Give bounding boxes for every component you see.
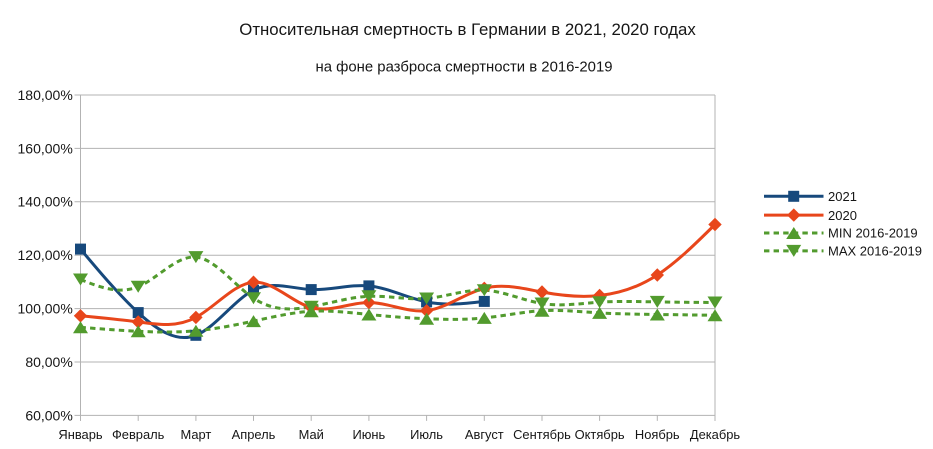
svg-text:180,00%: 180,00% [18, 87, 73, 103]
svg-text:MIN 2016-2019: MIN 2016-2019 [828, 226, 918, 241]
svg-text:на фоне разброса смертности в: на фоне разброса смертности в 2016-2019 [315, 59, 612, 75]
svg-text:2021: 2021 [828, 189, 857, 204]
svg-text:Июль: Июль [410, 427, 443, 442]
svg-text:Февраль: Февраль [112, 427, 165, 442]
svg-text:120,00%: 120,00% [18, 247, 73, 263]
svg-text:Апрель: Апрель [232, 427, 276, 442]
svg-text:Май: Май [299, 427, 324, 442]
svg-text:Январь: Январь [58, 427, 102, 442]
svg-text:MAX 2016-2019: MAX 2016-2019 [828, 244, 922, 259]
svg-text:Март: Март [180, 427, 211, 442]
svg-text:2020: 2020 [828, 208, 857, 223]
svg-text:60,00%: 60,00% [25, 407, 72, 423]
svg-text:Ноябрь: Ноябрь [635, 427, 680, 442]
svg-text:100,00%: 100,00% [18, 301, 73, 317]
svg-text:80,00%: 80,00% [25, 354, 72, 370]
svg-text:Относительная смертность в Гер: Относительная смертность в Германии в 20… [239, 20, 696, 39]
svg-text:Июнь: Июнь [353, 427, 386, 442]
svg-text:Октябрь: Октябрь [575, 427, 625, 442]
svg-text:Декабрь: Декабрь [690, 427, 741, 442]
svg-text:Август: Август [465, 427, 504, 442]
svg-text:140,00%: 140,00% [18, 194, 73, 210]
svg-text:160,00%: 160,00% [18, 140, 73, 156]
svg-text:Сентябрь: Сентябрь [513, 427, 571, 442]
